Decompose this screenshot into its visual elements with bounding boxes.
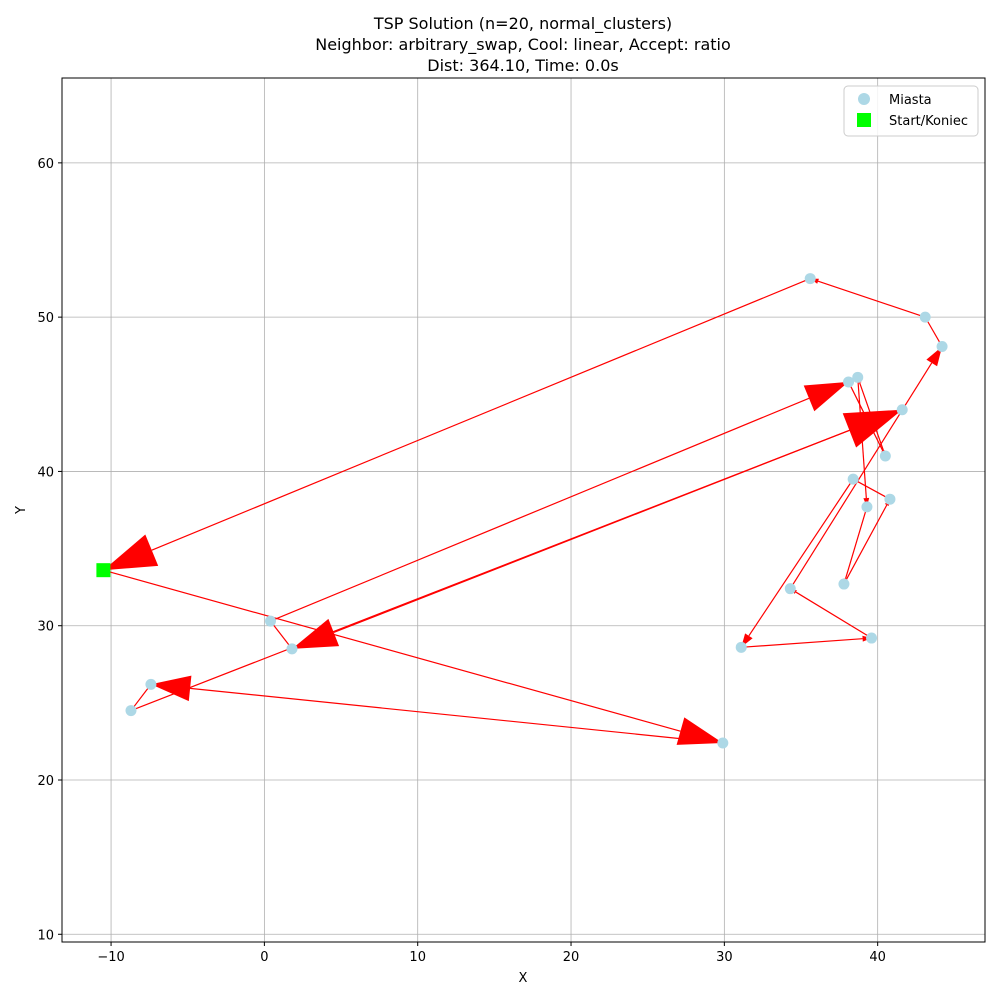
city-point	[847, 473, 859, 485]
x-tick-label: 40	[869, 950, 886, 965]
city-point	[852, 371, 864, 383]
route-segment	[333, 409, 903, 634]
city-point	[838, 578, 850, 590]
x-tick-label: 10	[409, 950, 426, 965]
city-point	[145, 678, 157, 690]
route-segment	[741, 638, 863, 648]
route-segment	[848, 381, 884, 452]
city-point	[879, 450, 891, 462]
route-segment	[795, 591, 872, 639]
axis-ticks: −10 0 10 20 30 40 10 20 30 40 50 60	[37, 157, 885, 965]
route-arrowhead	[926, 346, 943, 367]
route-arrowhead	[842, 409, 903, 448]
city-point	[717, 737, 729, 749]
route-segment	[789, 362, 933, 590]
chart-title-line-3: Dist: 364.10, Time: 0.0s	[427, 56, 618, 75]
route-arrowhead	[803, 381, 849, 412]
route-segment	[855, 480, 891, 500]
route-arrowhead	[676, 717, 723, 745]
route-segment	[270, 397, 810, 622]
legend-cities-label: Miasta	[889, 93, 932, 108]
x-axis-label: X	[519, 971, 528, 986]
route-segment	[190, 687, 723, 744]
x-tick-label: 20	[563, 950, 580, 965]
city-point	[936, 340, 948, 352]
legend: Miasta Start/Koniec	[843, 85, 979, 137]
y-tick-label: 10	[37, 928, 54, 943]
city-point	[125, 705, 137, 717]
city-point	[735, 641, 747, 653]
city-point	[286, 643, 298, 655]
y-tick-label: 40	[37, 465, 54, 480]
route-arrowhead	[103, 534, 159, 571]
city-point	[843, 376, 855, 388]
legend-start-marker	[857, 113, 871, 127]
route-segment	[103, 569, 681, 732]
city-point	[784, 583, 796, 595]
city-points	[96, 273, 948, 749]
legend-start-label: Start/Koniec	[889, 114, 968, 129]
plot-frame	[61, 77, 986, 943]
city-point	[884, 493, 896, 505]
y-tick-label: 60	[37, 157, 54, 172]
route-segment	[151, 278, 811, 551]
route-segment	[844, 506, 868, 579]
city-point	[861, 501, 873, 513]
route-segment	[843, 504, 888, 585]
x-tick-label: −10	[97, 950, 124, 965]
route-arrowhead	[292, 618, 340, 649]
chart-title-line-1: TSP Solution (n=20, normal_clusters)	[373, 14, 672, 34]
route-segment	[857, 377, 867, 499]
legend-box	[843, 85, 979, 137]
city-point	[896, 404, 908, 416]
y-axis-label: Y	[14, 506, 29, 515]
x-tick-label: 30	[716, 950, 733, 965]
route-arrowhead	[150, 675, 192, 702]
city-point	[866, 632, 878, 644]
city-point	[804, 273, 816, 285]
legend-city-marker	[858, 93, 870, 105]
chart-title-line-2: Neighbor: arbitrary_swap, Cool: linear, …	[315, 35, 731, 55]
city-point	[919, 311, 931, 323]
route-segment	[817, 280, 926, 318]
y-tick-label: 20	[37, 774, 54, 789]
x-tick-label: 0	[260, 950, 268, 965]
route-arrows	[103, 278, 943, 745]
y-tick-label: 30	[37, 620, 54, 635]
route-segment	[748, 478, 854, 637]
start-end-marker	[96, 563, 111, 578]
y-tick-label: 50	[37, 311, 54, 326]
city-point	[265, 615, 277, 627]
grid-lines	[62, 78, 985, 942]
